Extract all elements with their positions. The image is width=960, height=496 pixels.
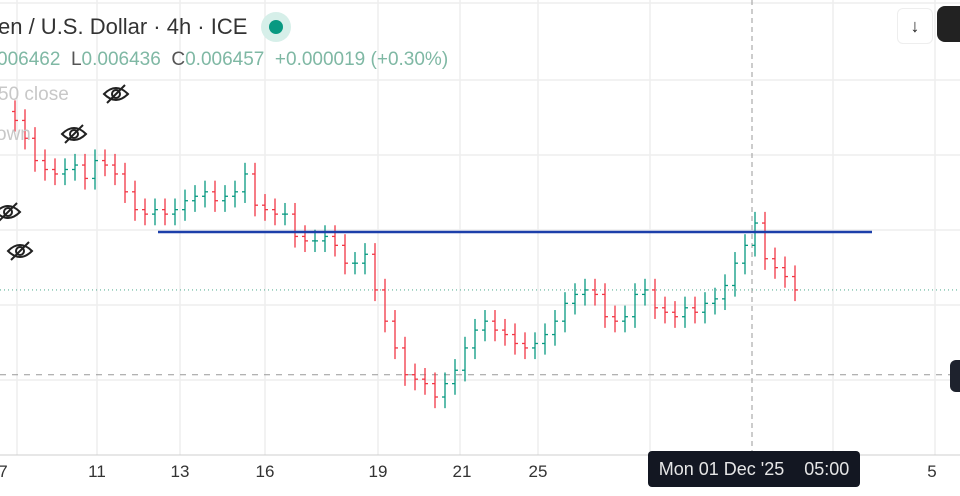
indicator-ma-label: 50 close — [0, 84, 69, 105]
eye-off-icon[interactable] — [60, 123, 88, 145]
market-status-icon — [261, 12, 292, 42]
x-tick-label: 21 — [452, 462, 472, 481]
indicator-2-label: own — [0, 124, 31, 145]
low-value: 0.006436 — [81, 49, 161, 70]
low-label: L — [70, 49, 82, 70]
x-tick-label: 19 — [368, 462, 388, 481]
x-tick-label: 5 — [927, 462, 937, 481]
crosshair-date-tooltip: Mon 01 Dec '25 05:00 — [648, 451, 860, 487]
high-value: 006462 — [0, 49, 61, 70]
close-label: C — [171, 49, 186, 70]
tooltip-time: 05:00 — [804, 458, 850, 479]
symbol-title-text: en / U.S. Dollar · 4h · ICE — [0, 14, 248, 39]
x-tick-label: 13 — [170, 462, 190, 481]
tooltip-date: Mon 01 Dec '25 — [658, 458, 785, 479]
ohlc-values: 006462 L0.006436 C0.006457 +0.000019 (+0… — [0, 49, 448, 71]
symbol-title[interactable]: en / U.S. Dollar · 4h · ICE — [0, 12, 292, 42]
x-tick-label: 16 — [255, 462, 275, 481]
toolbar-button[interactable] — [937, 6, 960, 42]
x-tick-label: 7 — [0, 462, 8, 481]
arrow-down-icon: ↓ — [910, 15, 920, 36]
eye-off-icon[interactable] — [0, 201, 22, 223]
x-tick-label: 25 — [528, 462, 548, 481]
eye-off-icon[interactable] — [6, 240, 34, 262]
scroll-down-button[interactable]: ↓ — [897, 8, 933, 44]
price-axis-button[interactable] — [950, 360, 960, 392]
x-tick-label: 11 — [88, 462, 106, 481]
close-value: 0.006457 — [185, 49, 265, 70]
eye-off-icon[interactable] — [102, 83, 130, 105]
change-value: +0.000019 (+0.30%) — [274, 49, 449, 70]
